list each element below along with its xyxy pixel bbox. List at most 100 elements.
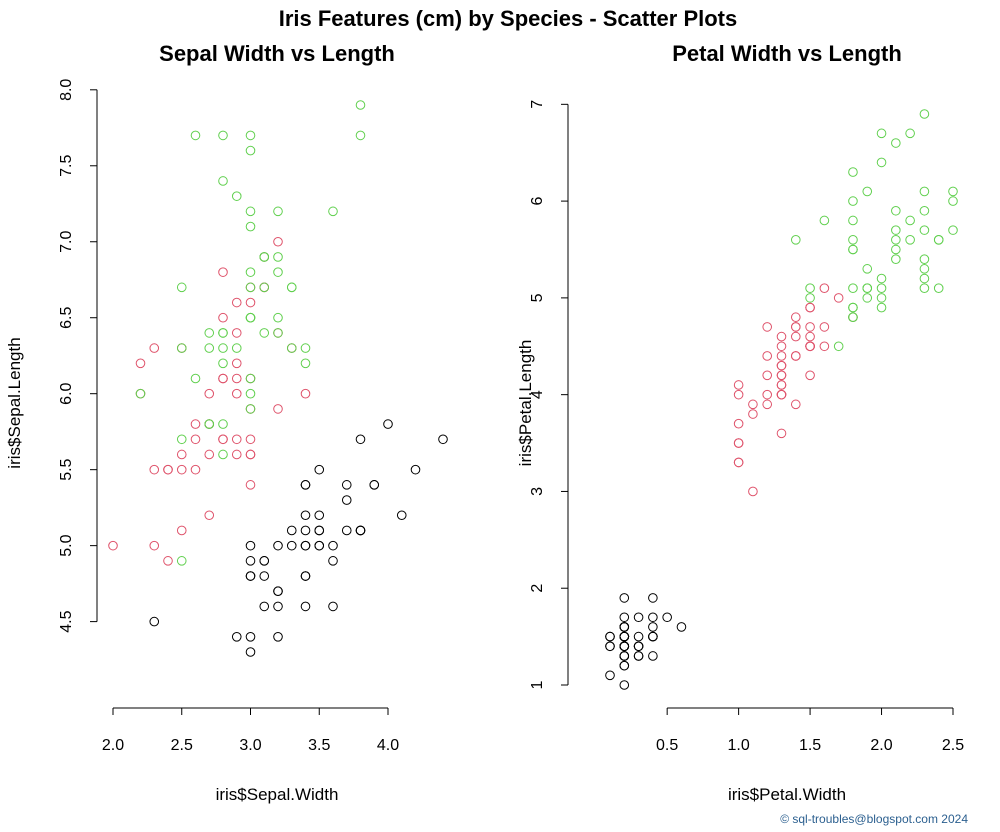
data-point bbox=[733, 389, 744, 400]
data-point bbox=[862, 283, 873, 294]
data-point bbox=[790, 331, 801, 342]
data-point bbox=[819, 283, 830, 294]
data-point bbox=[776, 428, 787, 439]
data-point bbox=[231, 632, 242, 642]
data-point bbox=[355, 130, 366, 141]
x-tick-label: 2.0 bbox=[870, 737, 892, 754]
data-point bbox=[776, 389, 787, 400]
data-point bbox=[259, 601, 270, 612]
data-point bbox=[245, 221, 256, 232]
data-point bbox=[790, 351, 801, 361]
data-point bbox=[314, 464, 325, 475]
data-point bbox=[619, 641, 630, 652]
data-point bbox=[273, 252, 283, 262]
data-point bbox=[231, 358, 242, 369]
data-point bbox=[218, 449, 228, 460]
data-point bbox=[919, 205, 930, 216]
data-point bbox=[176, 525, 187, 536]
data-point bbox=[748, 409, 758, 419]
data-point bbox=[300, 358, 311, 369]
data-point bbox=[848, 302, 858, 313]
data-point bbox=[805, 370, 815, 381]
data-point bbox=[176, 449, 187, 460]
x-axis-label: iris$Sepal.Width bbox=[216, 785, 339, 804]
data-point bbox=[733, 457, 744, 468]
data-point bbox=[776, 370, 787, 381]
y-tick-label: 6.0 bbox=[58, 382, 75, 404]
data-point bbox=[245, 632, 256, 642]
data-point bbox=[190, 419, 201, 429]
data-point bbox=[762, 370, 773, 381]
data-point bbox=[919, 186, 930, 197]
x-tick-label: 0.5 bbox=[656, 737, 678, 754]
data-point bbox=[733, 418, 744, 429]
data-point bbox=[300, 388, 311, 399]
data-point bbox=[919, 264, 930, 274]
y-tick-label: 4.5 bbox=[58, 610, 75, 632]
data-point bbox=[605, 641, 615, 652]
y-tick-label: 5.5 bbox=[58, 458, 75, 480]
data-point bbox=[163, 556, 173, 566]
data-point bbox=[876, 302, 887, 313]
data-point bbox=[633, 651, 644, 661]
data-point bbox=[231, 297, 242, 308]
data-point bbox=[355, 100, 366, 110]
y-tick-label: 7 bbox=[529, 100, 546, 109]
data-point bbox=[149, 616, 160, 627]
data-point bbox=[341, 525, 352, 536]
data-point bbox=[286, 540, 297, 551]
data-point bbox=[619, 651, 630, 661]
data-point bbox=[328, 540, 338, 551]
data-point bbox=[300, 525, 311, 536]
data-point bbox=[819, 341, 830, 352]
data-point bbox=[762, 351, 773, 361]
points bbox=[605, 109, 958, 690]
data-point bbox=[776, 351, 787, 361]
data-point bbox=[273, 404, 283, 414]
data-point bbox=[218, 312, 228, 323]
data-point bbox=[149, 540, 160, 551]
data-point bbox=[790, 312, 801, 323]
y-tick-label: 5 bbox=[529, 293, 546, 302]
data-point bbox=[314, 510, 325, 521]
data-point bbox=[204, 343, 215, 353]
data-point bbox=[231, 388, 242, 399]
data-point bbox=[648, 593, 658, 603]
data-point bbox=[438, 434, 448, 445]
data-point bbox=[891, 205, 901, 216]
data-point bbox=[108, 540, 118, 551]
data-point bbox=[833, 293, 844, 303]
data-point bbox=[245, 480, 256, 490]
data-point bbox=[819, 215, 830, 226]
data-point bbox=[273, 328, 283, 338]
data-point bbox=[245, 297, 256, 308]
data-point bbox=[176, 464, 187, 475]
data-point bbox=[876, 157, 887, 168]
data-point bbox=[314, 540, 325, 551]
data-point bbox=[848, 244, 858, 255]
figure-title: Iris Features (cm) by Species - Scatter … bbox=[279, 6, 738, 31]
data-point bbox=[355, 525, 366, 536]
data-point bbox=[848, 235, 858, 245]
data-point bbox=[273, 267, 283, 277]
data-point bbox=[286, 282, 297, 293]
data-point bbox=[862, 293, 873, 303]
data-point bbox=[648, 651, 658, 661]
x-tick-label: 2.5 bbox=[942, 737, 964, 754]
petal-scatter-panel: Petal Width vs Length 0.5 1.0 1.5 2.0 2.5 1 2 3… bbox=[516, 41, 964, 804]
data-point bbox=[605, 631, 615, 642]
data-point bbox=[833, 341, 844, 352]
data-point bbox=[135, 358, 146, 369]
data-point bbox=[273, 632, 283, 642]
data-point bbox=[748, 486, 758, 497]
data-point bbox=[300, 343, 311, 353]
data-point bbox=[245, 434, 256, 445]
data-point bbox=[369, 480, 380, 490]
data-point bbox=[231, 328, 242, 338]
data-point bbox=[245, 388, 256, 399]
y-axis-label: iris$Sepal.Length bbox=[5, 337, 24, 468]
data-point bbox=[176, 556, 187, 566]
data-point bbox=[862, 264, 873, 274]
data-point bbox=[933, 283, 944, 294]
